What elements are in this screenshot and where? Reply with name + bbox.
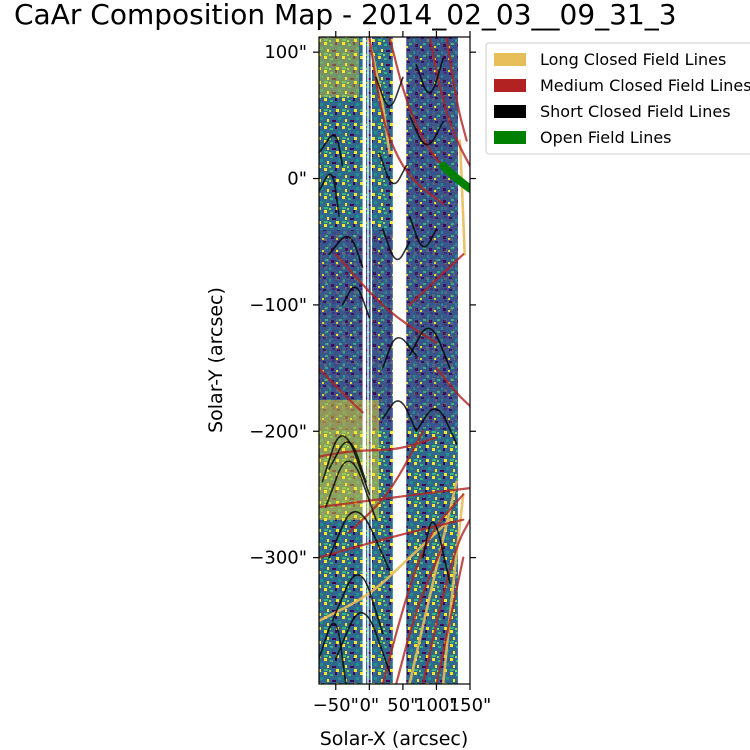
short-field-line-7 (328, 235, 364, 268)
x-tick-label-0: −50" (313, 695, 359, 716)
short-field-line-5 (334, 612, 391, 673)
x-axis-label: Solar-X (arcsec) (320, 728, 469, 750)
short-field-line-4 (331, 574, 384, 635)
short-field-line-20 (422, 521, 451, 584)
medium-field-line-7 (435, 556, 465, 684)
legend-swatch-open (494, 131, 526, 144)
medium-field-line-13 (408, 253, 465, 306)
x-tick-label-1: 0" (359, 695, 379, 716)
short-field-line-18 (319, 134, 344, 167)
short-field-line-15 (408, 327, 451, 369)
medium-field-line-12 (334, 253, 438, 344)
short-field-line-3 (328, 511, 391, 572)
x-tick-label-2: 50" (387, 695, 418, 716)
medium-field-line-14 (319, 366, 364, 414)
plot-frame (318, 36, 471, 685)
field-lines (319, 37, 470, 684)
short-field-line-17 (415, 408, 458, 445)
short-field-line-21 (319, 622, 347, 684)
short-field-line-12 (415, 57, 444, 94)
short-field-line-19 (319, 173, 340, 218)
legend-label-long: Long Closed Field Lines (540, 50, 726, 69)
legend-swatch-medium (494, 79, 526, 92)
data-gap-1 (367, 37, 369, 684)
short-field-line-2 (324, 460, 377, 521)
legend-swatch-long (494, 53, 526, 66)
chart-title: CaAr Composition Map - 2014_02_03__09_31… (14, 0, 677, 31)
medium-field-line-8 (368, 37, 445, 205)
x-tick-label-3: 100" (415, 695, 458, 716)
medium-field-line-5 (395, 543, 445, 684)
long-field-line-0 (319, 518, 452, 623)
legend-swatch-short (494, 105, 526, 118)
y-axis: 100" 0" −100" −200" −300" (249, 42, 476, 569)
open-field-line-0 (439, 161, 470, 193)
heatmap-image (319, 37, 470, 684)
y-tick-label-0: 100" (264, 42, 307, 63)
medium-field-line-9 (388, 37, 458, 180)
medium-field-line-11 (445, 37, 468, 142)
data-gaps (362, 37, 470, 684)
short-field-line-14 (381, 336, 418, 369)
medium-field-line-3 (348, 430, 425, 534)
y-tick-label-1: 0" (287, 169, 307, 190)
medium-field-line-6 (421, 518, 470, 684)
legend-label-short: Short Closed Field Lines (540, 102, 731, 121)
data-gap-0 (362, 37, 366, 684)
short-field-line-8 (375, 76, 404, 107)
short-field-line-1 (321, 435, 371, 496)
x-tick-label-4: 150" (449, 695, 492, 716)
data-gap-3 (392, 37, 407, 684)
legend-label-medium: Medium Closed Field Lines (540, 76, 750, 95)
medium-field-line-0 (319, 436, 438, 458)
medium-field-line-4 (381, 493, 465, 684)
data-gap-2 (370, 37, 373, 684)
short-field-line-6 (341, 286, 371, 319)
short-field-line-11 (408, 215, 438, 248)
short-field-line-16 (381, 400, 418, 433)
legend-label-open: Open Field Lines (540, 128, 672, 147)
legend-frame (485, 42, 750, 155)
y-tick-label-3: −200" (249, 421, 307, 442)
medium-field-line-2 (319, 518, 465, 559)
y-tick-label-4: −300" (249, 548, 307, 569)
short-field-line-10 (381, 228, 411, 261)
x-axis: −50" 0" 50"100"150" (313, 31, 492, 716)
short-field-line-9 (378, 152, 408, 185)
medium-field-line-15 (435, 366, 470, 408)
y-axis-label: Solar-Y (arcsec) (205, 287, 227, 433)
medium-field-line-10 (428, 37, 470, 167)
y-tick-label-2: −100" (249, 295, 307, 316)
short-field-line-13 (408, 114, 444, 146)
short-field-line-0 (328, 441, 367, 483)
legend: Long Closed Field Lines Medium Closed Fi… (485, 42, 750, 155)
